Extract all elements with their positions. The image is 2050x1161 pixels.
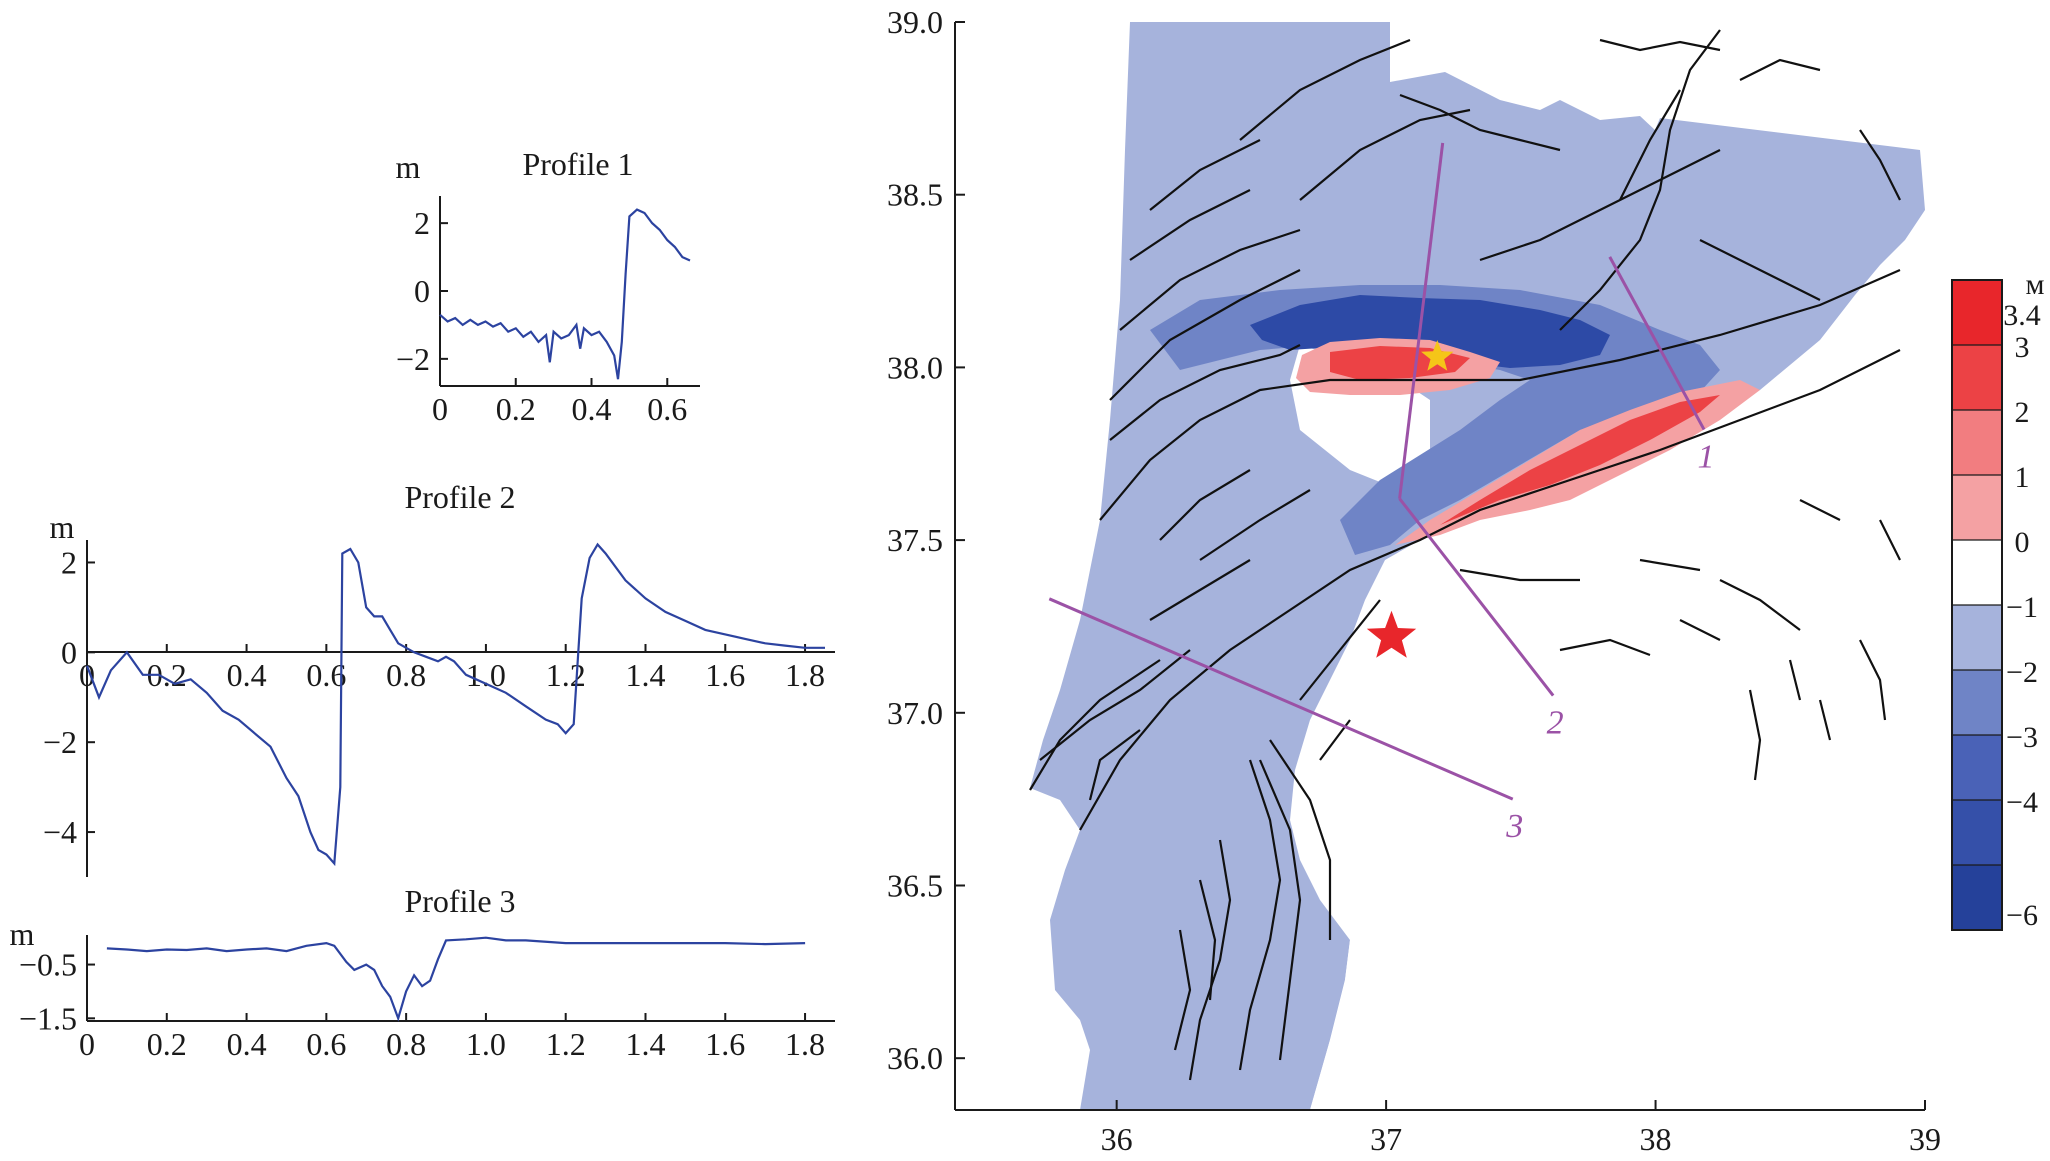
profile-2-x-tick-label: 0 xyxy=(79,657,95,693)
colorbar-bin xyxy=(1952,735,2002,801)
profile-3-y-tick-label: −0.5 xyxy=(19,947,77,983)
profile-1-chart: Profile 1 m 20−2 0 0.2 0.4 0.6 xyxy=(396,146,700,427)
colorbar-bin xyxy=(1952,865,2002,931)
map-x-tick-label: 37 xyxy=(1370,1121,1402,1157)
colorbar-bin xyxy=(1952,605,2002,671)
map-y-tick-label: 38.5 xyxy=(887,177,943,213)
map-y-tick-label: 38.0 xyxy=(887,349,943,385)
profile-2-x-tick-label: 1.8 xyxy=(785,657,825,693)
colorbar-tick-label: 2 xyxy=(2015,396,2030,429)
colorbar-tick-label: 3 xyxy=(2015,331,2030,364)
profile-line-2 xyxy=(1398,497,1555,697)
colorbar-tick-label: −6 xyxy=(2006,899,2038,932)
fault-traces xyxy=(1029,29,1901,1081)
profile-2-title: Profile 2 xyxy=(404,479,515,515)
colorbar-bin xyxy=(1952,345,2002,411)
colorbar-tick-label: −3 xyxy=(2006,721,2038,754)
colorbar-tick-label: 0 xyxy=(2015,526,2030,559)
profile-1-x-tick-label: 0.6 xyxy=(647,391,687,427)
profile-3-x-tick-label: 0.2 xyxy=(147,1026,187,1062)
profile-2-x-tick-label: 0.6 xyxy=(306,657,346,693)
colorbar-tick-label: −1 xyxy=(2006,591,2038,624)
profile-line-3 xyxy=(1048,597,1514,801)
profile-2-y-tick-label: 2 xyxy=(61,544,77,580)
colorbar-bin xyxy=(1952,410,2002,476)
colorbar-tick-label: 1 xyxy=(2015,461,2030,494)
profile-3-title: Profile 3 xyxy=(404,883,515,919)
profile-3-chart: Profile 3 m −0.5 −1.5 0 0.2 0.4 0.6 0.8 1.0 1.2… xyxy=(10,883,835,1062)
profile-2-chart: Profile 2 m 20−2−4 0 0.2 0.4 0.6 0.8 1.0 1.2 1.… xyxy=(43,479,835,877)
colorbar-bin xyxy=(1952,670,2002,736)
map-y-tick-label: 37.5 xyxy=(887,522,943,558)
profile-3-x-tick-label: 1.6 xyxy=(705,1026,745,1062)
profile-2-unit: m xyxy=(50,509,75,545)
profile-3-x-tick-label: 1.0 xyxy=(466,1026,506,1062)
profile-1-x-tick-label: 0.4 xyxy=(572,391,612,427)
colorbar-bin xyxy=(1952,280,2002,346)
map-zone-positive-eastern-core xyxy=(1440,395,1720,525)
profile-3-x-tick-label: 0 xyxy=(79,1026,95,1062)
profile-2-series-line xyxy=(85,542,825,867)
profile-1-series-line xyxy=(439,208,691,380)
profile-1-y-tick-label: −2 xyxy=(396,341,430,377)
colorbar-bin xyxy=(1952,800,2002,866)
profile-3-series-line xyxy=(106,936,806,1022)
profile-1-title: Profile 1 xyxy=(522,146,633,182)
profile-line-label: 1 xyxy=(1698,439,1715,476)
profile-3-unit: m xyxy=(10,916,35,952)
profile-1-unit: m xyxy=(396,149,421,185)
profile-line-1 xyxy=(1608,256,1706,431)
profile-3-x-tick-label: 0.8 xyxy=(386,1026,426,1062)
profile-3-x-tick-label: 0.6 xyxy=(306,1026,346,1062)
profile-2-x-tick-label: 1.4 xyxy=(625,657,665,693)
profile-1-y-tick-label: 2 xyxy=(414,205,430,241)
profile-line-label: 2 xyxy=(1547,705,1564,742)
profile-2-x-tick-label: 0.8 xyxy=(386,657,426,693)
profile-2-x-tick-label: 0.4 xyxy=(227,657,267,693)
colorbar-tick-label: −4 xyxy=(2006,786,2038,819)
colorbar-tick-label: −2 xyxy=(2006,656,2038,689)
map-x-tick-label: 38 xyxy=(1640,1121,1672,1157)
map-x-tick-label: 36 xyxy=(1101,1121,1133,1157)
colorbar-frame xyxy=(1951,279,2003,931)
profile-2-x-tick-label: 1.2 xyxy=(546,657,586,693)
map-y-tick-label: 36.5 xyxy=(887,867,943,903)
colorbar-unit: м xyxy=(2026,268,2045,301)
map-zone-white-south xyxy=(1290,505,1925,1110)
map-x-tick-label: 39 xyxy=(1909,1121,1941,1157)
epicenter-second-star-icon xyxy=(1421,340,1454,371)
profile-3-y-tick-label: −1.5 xyxy=(19,1000,77,1036)
map-y-tick-label: 37.0 xyxy=(887,695,943,731)
profile-2-y-tick-label: −2 xyxy=(43,724,77,760)
profile-3-x-tick-label: 0.4 xyxy=(227,1026,267,1062)
colorbar: м 3.43 2 1 0 −1 −2 −3 −4 −6 xyxy=(1951,268,2045,932)
profile-1-y-tick-label: 0 xyxy=(414,273,430,309)
colorbar-bin xyxy=(1952,475,2002,541)
profile-2-x-tick-label: 1.6 xyxy=(705,657,745,693)
colorbar-tick-label: 3.4 xyxy=(2003,299,2041,332)
colorbar-bin xyxy=(1952,540,2002,606)
epicenters xyxy=(1366,340,1454,658)
profile-2-x-tick-label: 1.0 xyxy=(466,657,506,693)
map-y-tick-label: 39.0 xyxy=(887,4,943,40)
profile-lines: 1 2 3 xyxy=(1048,142,1715,845)
epicenter-main-star-icon xyxy=(1366,610,1417,658)
profile-3-x-tick-label: 1.2 xyxy=(546,1026,586,1062)
profile-line-segment xyxy=(1398,142,1445,499)
profile-3-x-tick-label: 1.4 xyxy=(625,1026,665,1062)
profile-3-x-tick-label: 1.8 xyxy=(785,1026,825,1062)
profile-line-label: 3 xyxy=(1505,808,1523,845)
displacement-map: 1 2 3 xyxy=(1029,22,1925,1110)
profile-2-y-tick-label: −4 xyxy=(43,814,77,850)
profile-1-x-tick-label: 0 xyxy=(432,391,448,427)
map-y-tick-label: 36.0 xyxy=(887,1040,943,1076)
profile-2-y-tick-label: 0 xyxy=(61,634,77,670)
profile-1-x-tick-label: 0.2 xyxy=(496,391,536,427)
